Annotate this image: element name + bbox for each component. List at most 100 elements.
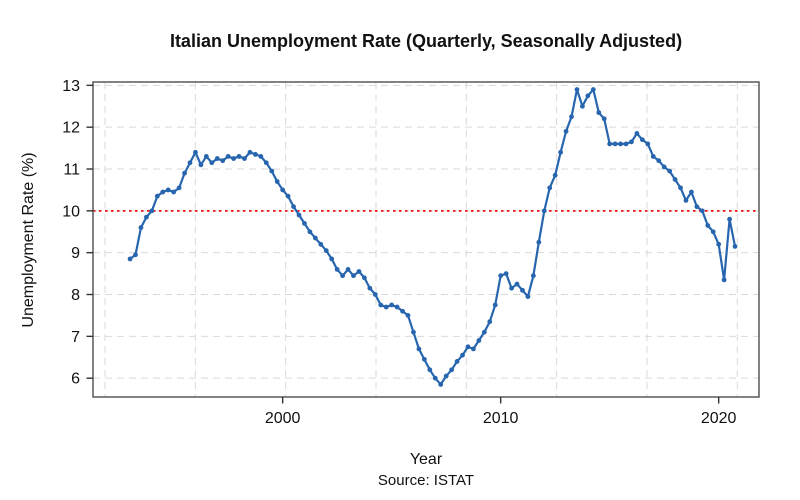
y-tick-label: 12 bbox=[62, 120, 80, 137]
data-point bbox=[689, 189, 694, 195]
data-point bbox=[242, 156, 247, 161]
y-axis: 6 7 8 9 10 11 12 13 bbox=[62, 78, 93, 388]
data-point bbox=[432, 375, 438, 381]
data-point bbox=[400, 308, 405, 314]
data-point bbox=[639, 137, 645, 143]
x-axis-title: Year bbox=[410, 451, 443, 468]
data-point bbox=[520, 287, 525, 293]
data-point bbox=[443, 373, 449, 379]
y-tick-label: 7 bbox=[71, 329, 80, 346]
data-point bbox=[656, 158, 662, 164]
data-point bbox=[541, 208, 547, 214]
data-point bbox=[694, 204, 700, 210]
data-point bbox=[563, 128, 569, 134]
x-tick-label: 2010 bbox=[483, 410, 519, 427]
data-point bbox=[302, 220, 307, 226]
data-point bbox=[645, 141, 651, 147]
data-point bbox=[160, 189, 166, 195]
y-tick-label: 6 bbox=[71, 371, 80, 388]
data-point bbox=[372, 292, 378, 297]
data-point bbox=[705, 223, 711, 228]
data-point bbox=[492, 302, 498, 308]
data-point bbox=[269, 168, 275, 174]
data-point bbox=[634, 131, 640, 136]
data-point bbox=[590, 87, 596, 92]
data-point bbox=[334, 267, 340, 272]
data-point bbox=[716, 241, 722, 247]
data-point bbox=[378, 302, 384, 308]
data-point bbox=[727, 216, 732, 222]
data-point bbox=[710, 229, 716, 235]
data-point bbox=[618, 141, 623, 147]
data-point bbox=[525, 294, 531, 299]
vertical-gridlines bbox=[104, 82, 738, 397]
data-point bbox=[547, 185, 553, 191]
y-tick-label: 11 bbox=[63, 162, 80, 179]
data-point bbox=[699, 208, 705, 214]
data-point bbox=[138, 225, 144, 230]
source-caption: Source: ISTAT bbox=[378, 472, 474, 489]
data-point bbox=[340, 273, 346, 279]
data-point bbox=[661, 164, 667, 170]
data-point bbox=[209, 160, 215, 166]
data-point bbox=[193, 149, 198, 155]
x-tick-label: 2020 bbox=[701, 410, 737, 427]
data-point bbox=[552, 172, 558, 178]
data-point bbox=[678, 185, 683, 191]
data-point bbox=[280, 187, 286, 193]
data-point bbox=[198, 162, 204, 168]
x-axis: 2000 2010 2020 bbox=[265, 397, 737, 427]
data-point bbox=[514, 281, 520, 287]
data-point bbox=[296, 212, 302, 218]
y-tick-label: 9 bbox=[71, 245, 80, 262]
x-tick-label: 2000 bbox=[265, 410, 301, 427]
data-point bbox=[509, 285, 514, 291]
data-point bbox=[274, 179, 280, 184]
data-point bbox=[144, 214, 149, 220]
data-point bbox=[367, 285, 373, 291]
data-point bbox=[231, 156, 237, 161]
data-point bbox=[383, 304, 389, 310]
data-point bbox=[612, 141, 618, 147]
data-point bbox=[487, 319, 493, 325]
unemployment-line bbox=[128, 88, 737, 386]
data-point bbox=[214, 156, 220, 161]
data-point bbox=[667, 168, 673, 174]
data-point bbox=[236, 154, 242, 159]
y-tick-label: 10 bbox=[62, 203, 80, 220]
data-point bbox=[225, 154, 231, 159]
data-point bbox=[596, 110, 602, 115]
data-point bbox=[258, 154, 264, 159]
data-point bbox=[498, 273, 504, 279]
data-point bbox=[165, 187, 171, 193]
data-point bbox=[585, 93, 591, 99]
data-point bbox=[629, 139, 634, 145]
data-point bbox=[312, 235, 318, 241]
y-tick-label: 8 bbox=[71, 287, 80, 304]
data-point bbox=[291, 204, 296, 210]
data-point bbox=[536, 239, 542, 245]
data-point bbox=[411, 329, 416, 335]
y-axis-title: Unemployment Rate (%) bbox=[20, 152, 37, 327]
data-point bbox=[220, 158, 226, 164]
data-point bbox=[323, 248, 329, 253]
data-point bbox=[574, 87, 580, 92]
data-point bbox=[171, 189, 177, 195]
data-point bbox=[530, 273, 536, 279]
data-point bbox=[416, 346, 422, 352]
data-point bbox=[247, 149, 253, 155]
data-point bbox=[405, 313, 411, 318]
data-point bbox=[133, 252, 138, 258]
data-point bbox=[569, 114, 574, 120]
data-point bbox=[427, 367, 433, 373]
data-point bbox=[601, 116, 607, 122]
data-point bbox=[154, 193, 160, 199]
data-point bbox=[503, 271, 509, 276]
data-point bbox=[345, 267, 351, 272]
chart-title: Italian Unemployment Rate (Quarterly, Se… bbox=[170, 31, 682, 51]
data-point bbox=[438, 382, 444, 387]
data-point bbox=[607, 141, 613, 147]
data-point bbox=[362, 275, 367, 281]
